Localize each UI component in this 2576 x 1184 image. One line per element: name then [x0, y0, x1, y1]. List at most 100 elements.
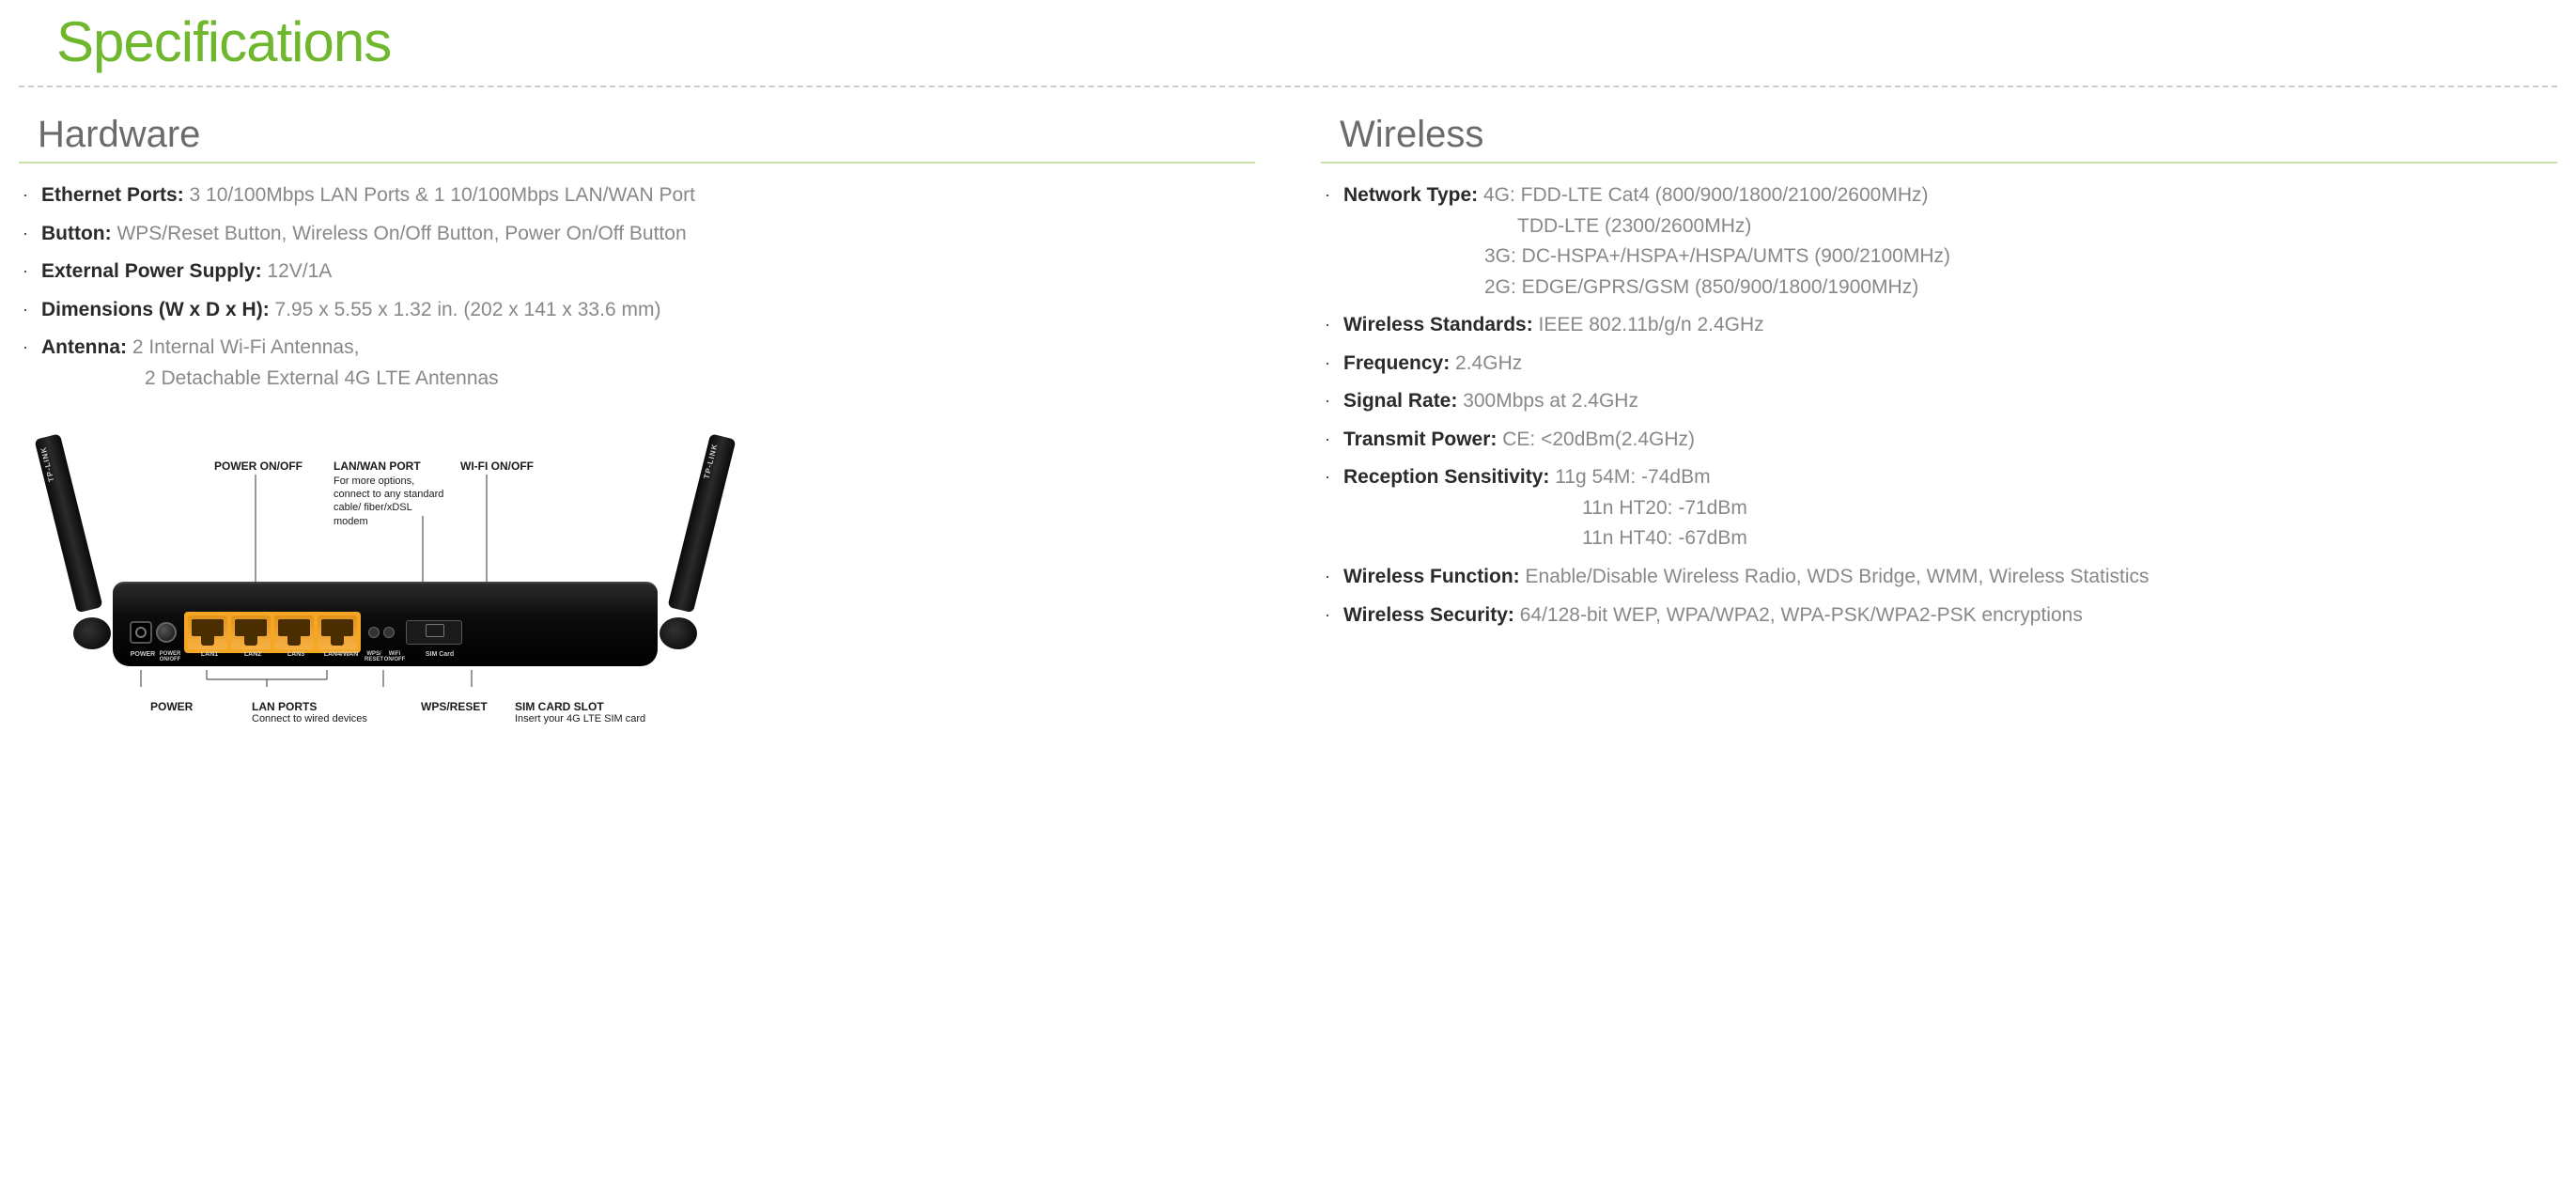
- spec-value-extra: 2 Detachable External 4G LTE Antennas: [41, 364, 1255, 395]
- chassis-label: WPS/ RESET: [365, 651, 383, 662]
- chassis-label: LAN1: [188, 651, 231, 662]
- spec-value: 2 Internal Wi-Fi Antennas,: [127, 336, 359, 358]
- diagram-bottom-labels: POWER LAN PORTS Connect to wired devices…: [122, 698, 705, 736]
- spec-value: 7.95 x 5.55 x 1.32 in. (202 x 141 x 33.6…: [270, 299, 661, 320]
- spec-item: · Wireless Security: 64/128-bit WEP, WPA…: [1325, 600, 2557, 631]
- router-chassis: POWER POWER ON/OFF LAN1 LAN2 LAN3 LAN4/W…: [113, 582, 658, 666]
- bullet-icon: ·: [1325, 386, 1330, 415]
- rj45-block: [184, 612, 361, 653]
- callout-lan-ports: LAN PORTS Connect to wired devices: [252, 700, 367, 724]
- bullet-icon: ·: [1325, 425, 1330, 454]
- bullet-icon: ·: [23, 333, 28, 362]
- callout-lanwan: LAN/WAN PORT For more options, connect t…: [334, 460, 446, 528]
- rj45-port-icon: [318, 615, 357, 649]
- spec-label: Frequency:: [1343, 352, 1450, 374]
- spec-item: · Reception Sensitivity: 11g 54M: -74dBm…: [1325, 462, 2557, 554]
- spec-value: WPS/Reset Button, Wireless On/Off Button…: [112, 223, 687, 244]
- spec-label: Wireless Standards:: [1343, 314, 1533, 335]
- power-jack-icon: [130, 621, 152, 644]
- hardware-underline: [19, 162, 1255, 164]
- bullet-icon: ·: [23, 219, 28, 248]
- power-button-icon: [156, 622, 177, 643]
- spec-item: · Signal Rate: 300Mbps at 2.4GHz: [1325, 386, 2557, 417]
- callout-title: LAN PORTS: [252, 700, 317, 713]
- callout-sub: Insert your 4G LTE SIM card: [515, 713, 645, 724]
- spec-value: Enable/Disable Wireless Radio, WDS Bridg…: [1520, 566, 2149, 587]
- bullet-icon: ·: [1325, 600, 1330, 630]
- spec-value: 4G: FDD-LTE Cat4 (800/900/1800/2100/2600…: [1478, 184, 1928, 206]
- spec-value-line: 2G: EDGE/GPRS/GSM (850/900/1800/1900MHz): [1343, 273, 2557, 304]
- chassis-label: LAN3: [274, 651, 318, 662]
- router-body: TP-LINK TP-LINK: [85, 544, 686, 676]
- bullet-icon: ·: [23, 180, 28, 210]
- spec-value: 11g 54M: -74dBm: [1549, 466, 1710, 488]
- bullet-icon: ·: [1325, 310, 1330, 339]
- chassis-label: LAN4/WAN: [318, 651, 365, 662]
- page-title: Specifications: [56, 9, 2557, 74]
- spec-value: 12V/1A: [262, 260, 333, 282]
- hardware-column: Hardware · Ethernet Ports: 3 10/100Mbps …: [19, 114, 1255, 736]
- callout-sub: For more options, connect to any standar…: [334, 475, 446, 528]
- bullet-icon: ·: [23, 257, 28, 286]
- spec-item: · Wireless Standards: IEEE 802.11b/g/n 2…: [1325, 310, 2557, 341]
- spec-value-line: 3G: DC-HSPA+/HSPA+/HSPA/UMTS (900/2100MH…: [1343, 241, 2557, 273]
- hinge-icon: [660, 617, 697, 649]
- router-diagram: POWER ON/OFF LAN/WAN PORT For more optio…: [66, 460, 705, 736]
- wireless-heading: Wireless: [1340, 114, 2557, 156]
- callout-wifi-onoff: WI-FI ON/OFF: [460, 460, 534, 475]
- spec-item: · Ethernet Ports: 3 10/100Mbps LAN Ports…: [23, 180, 1255, 211]
- callout-sim-slot: SIM CARD SLOT Insert your 4G LTE SIM car…: [515, 700, 645, 724]
- callout-power: POWER: [150, 700, 193, 713]
- bullet-icon: ·: [23, 295, 28, 324]
- spec-label: Button:: [41, 223, 112, 244]
- wireless-column: Wireless · Network Type: 4G: FDD-LTE Cat…: [1321, 114, 2557, 736]
- callout-power-onoff: POWER ON/OFF: [214, 460, 303, 475]
- spec-value: 300Mbps at 2.4GHz: [1457, 390, 1638, 412]
- spec-value: 3 10/100Mbps LAN Ports & 1 10/100Mbps LA…: [184, 184, 695, 206]
- port-row: [130, 612, 641, 653]
- brand-label: TP-LINK: [703, 443, 720, 480]
- wifi-button-icon: [383, 627, 395, 638]
- spec-label: Antenna:: [41, 336, 127, 358]
- chassis-label: LAN2: [231, 651, 274, 662]
- chassis-labels: POWER POWER ON/OFF LAN1 LAN2 LAN3 LAN4/W…: [130, 651, 641, 662]
- rj45-port-icon: [231, 615, 271, 649]
- chassis-label: SIM Card: [410, 651, 470, 662]
- spec-item: · Button: WPS/Reset Button, Wireless On/…: [23, 219, 1255, 250]
- callout-title: SIM CARD SLOT: [515, 700, 604, 713]
- bullet-icon: ·: [1325, 462, 1330, 491]
- spec-item: · Wireless Function: Enable/Disable Wire…: [1325, 562, 2557, 593]
- spec-label: Network Type:: [1343, 184, 1478, 206]
- callout-title: LAN/WAN PORT: [334, 460, 421, 473]
- rj45-port-icon: [274, 615, 314, 649]
- spec-item: · Network Type: 4G: FDD-LTE Cat4 (800/90…: [1325, 180, 2557, 303]
- diagram-top-labels: POWER ON/OFF LAN/WAN PORT For more optio…: [169, 460, 705, 544]
- spec-item: · External Power Supply: 12V/1A: [23, 257, 1255, 288]
- hardware-heading: Hardware: [38, 114, 1255, 156]
- chassis-label: WiFi ON/OFF: [383, 651, 406, 662]
- wireless-underline: [1321, 162, 2557, 164]
- chassis-label: POWER ON/OFF: [156, 651, 184, 662]
- spec-value: IEEE 802.11b/g/n 2.4GHz: [1533, 314, 1764, 335]
- spec-item: · Antenna: 2 Internal Wi-Fi Antennas, 2 …: [23, 333, 1255, 394]
- spec-item: · Dimensions (W x D x H): 7.95 x 5.55 x …: [23, 295, 1255, 326]
- antenna-left-icon: TP-LINK: [34, 434, 102, 614]
- spec-item: · Frequency: 2.4GHz: [1325, 349, 2557, 380]
- chassis-label: POWER: [130, 651, 156, 662]
- bullet-icon: ·: [1325, 562, 1330, 591]
- spec-label: External Power Supply:: [41, 260, 262, 282]
- spec-item: · Transmit Power: CE: <20dBm(2.4GHz): [1325, 425, 2557, 456]
- spec-value: 2.4GHz: [1450, 352, 1522, 374]
- callout-wps-reset: WPS/RESET: [421, 700, 488, 713]
- spec-value: CE: <20dBm(2.4GHz): [1497, 428, 1695, 450]
- hardware-list: · Ethernet Ports: 3 10/100Mbps LAN Ports…: [19, 180, 1255, 394]
- wps-button-icon: [368, 627, 380, 638]
- brand-label: TP-LINK: [39, 445, 55, 483]
- spec-value-line: 11n HT20: -71dBm: [1343, 493, 2557, 524]
- bullet-icon: ·: [1325, 180, 1330, 210]
- callout-sub: Connect to wired devices: [252, 713, 367, 724]
- spec-label: Reception Sensitivity:: [1343, 466, 1549, 488]
- spec-label: Ethernet Ports:: [41, 184, 184, 206]
- bullet-icon: ·: [1325, 349, 1330, 378]
- rj45-port-icon: [188, 615, 227, 649]
